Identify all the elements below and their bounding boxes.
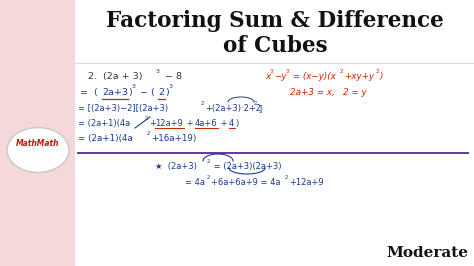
Text: 4a+6: 4a+6 — [195, 119, 218, 128]
Text: ): ) — [380, 72, 383, 81]
Text: 3: 3 — [156, 69, 160, 74]
Text: 2: 2 — [158, 88, 164, 97]
Text: 2: 2 — [207, 159, 210, 164]
Text: +16a+19): +16a+19) — [151, 134, 196, 143]
Text: 4: 4 — [229, 119, 234, 128]
Text: 2a+3 = x,   2 = y: 2a+3 = x, 2 = y — [290, 88, 366, 97]
Text: = (2a+3)(2a+3): = (2a+3)(2a+3) — [211, 162, 282, 171]
Text: 3: 3 — [286, 69, 290, 74]
Text: +: + — [149, 119, 156, 128]
Text: +12a+9: +12a+9 — [289, 178, 324, 187]
Text: MathMath: MathMath — [16, 139, 60, 148]
Text: ): ) — [165, 88, 169, 97]
Text: x: x — [265, 72, 270, 81]
Text: +: + — [184, 119, 196, 128]
Text: ]: ] — [258, 104, 261, 113]
Text: 2: 2 — [147, 131, 151, 136]
Text: =  (: = ( — [80, 88, 98, 97]
Text: ): ) — [128, 88, 132, 97]
Text: 2: 2 — [207, 175, 210, 180]
Text: 3: 3 — [132, 84, 136, 89]
Text: 3: 3 — [169, 84, 173, 89]
Text: = (x−y)(x: = (x−y)(x — [290, 72, 336, 81]
Text: ): ) — [235, 119, 238, 128]
Text: 2: 2 — [285, 175, 288, 180]
Bar — [0, 0, 75, 266]
Text: 2: 2 — [145, 116, 148, 121]
Text: 2.  (2a + 3): 2. (2a + 3) — [88, 72, 143, 81]
Text: 2: 2 — [376, 69, 380, 74]
Text: 3: 3 — [270, 69, 273, 74]
Text: = (2a+1)(4a: = (2a+1)(4a — [78, 119, 130, 128]
Text: 2: 2 — [201, 101, 204, 106]
Text: ★  (2a+3): ★ (2a+3) — [155, 162, 197, 171]
Text: − (: − ( — [137, 88, 155, 97]
Text: − 8: − 8 — [162, 72, 182, 81]
Text: 2: 2 — [254, 101, 257, 106]
Text: +: + — [218, 119, 230, 128]
Text: 2a+3: 2a+3 — [102, 88, 128, 97]
Text: +(2a+3)·2+2: +(2a+3)·2+2 — [205, 104, 261, 113]
Text: Moderate: Moderate — [386, 246, 468, 260]
Text: Factoring Sum & Difference: Factoring Sum & Difference — [106, 10, 444, 32]
Text: = 4a: = 4a — [185, 178, 205, 187]
Text: −y: −y — [274, 72, 286, 81]
Ellipse shape — [7, 127, 69, 172]
Text: +6a+6a+9 = 4a: +6a+6a+9 = 4a — [211, 178, 281, 187]
Text: 12a+9: 12a+9 — [155, 119, 183, 128]
Text: = (2a+1)(4a: = (2a+1)(4a — [78, 134, 133, 143]
Text: 2: 2 — [340, 69, 344, 74]
Text: +xy+y: +xy+y — [344, 72, 374, 81]
Text: of Cubes: of Cubes — [223, 35, 328, 57]
Text: = [(2a+3)−2][(2a+3): = [(2a+3)−2][(2a+3) — [78, 104, 168, 113]
